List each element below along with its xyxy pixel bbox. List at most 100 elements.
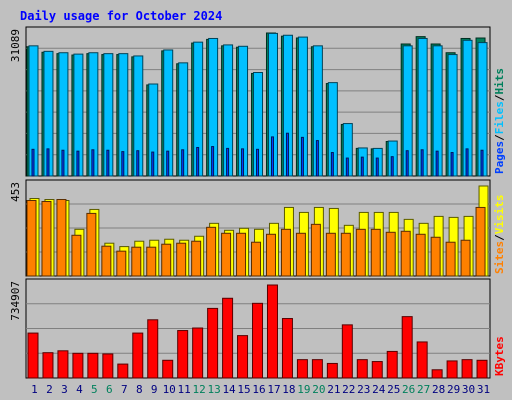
day-label-2: 2 <box>46 383 53 396</box>
legend-separator: / <box>493 234 506 241</box>
bar-pages-day-1 <box>31 148 35 177</box>
bar-pages-day-19 <box>300 136 304 177</box>
bar-sites-day-16 <box>251 241 262 277</box>
bar-pages-day-16 <box>256 148 260 177</box>
bar-pages-day-3 <box>61 149 65 177</box>
bar-kbytes-day-2 <box>42 352 54 379</box>
bar-kbytes-day-27 <box>416 341 428 379</box>
bar-sites-day-28 <box>430 236 441 277</box>
bar-sites-day-10 <box>161 243 172 277</box>
day-label-3: 3 <box>61 383 68 396</box>
y-max-label: 31089 <box>9 29 22 62</box>
day-label-22: 22 <box>342 383 355 396</box>
bar-sites-day-8 <box>131 246 142 277</box>
day-label-29: 29 <box>447 383 460 396</box>
bar-kbytes-day-31 <box>476 359 488 379</box>
day-label-14: 14 <box>222 383 236 396</box>
bar-kbytes-day-16 <box>252 302 264 379</box>
bar-kbytes-day-3 <box>57 350 69 379</box>
bar-kbytes-day-18 <box>281 318 293 379</box>
day-label-4: 4 <box>76 383 83 396</box>
bar-sites-day-9 <box>146 246 157 277</box>
bar-sites-day-20 <box>310 223 321 277</box>
bar-sites-day-22 <box>340 232 351 277</box>
bar-pages-day-28 <box>435 150 439 177</box>
bar-kbytes-day-13 <box>207 307 219 379</box>
bar-kbytes-day-19 <box>296 359 308 379</box>
bar-kbytes-day-12 <box>192 327 204 379</box>
day-label-12: 12 <box>193 383 206 396</box>
bar-sites-day-2 <box>41 200 52 277</box>
bar-sites-day-14 <box>221 232 232 277</box>
bar-sites-day-15 <box>236 232 247 277</box>
legend-visits: Visits <box>493 195 506 235</box>
bar-sites-day-19 <box>295 232 306 277</box>
bar-sites-day-5 <box>86 212 97 277</box>
legend: Sites/Visits <box>493 195 506 275</box>
day-label-9: 9 <box>151 383 158 396</box>
panel-kbytes: 734907 KBytes <box>9 278 506 379</box>
bar-pages-day-4 <box>76 150 80 177</box>
bar-pages-day-9 <box>151 151 155 177</box>
legend-kbytes: KBytes <box>493 336 506 376</box>
day-label-11: 11 <box>178 383 191 396</box>
bar-sites-day-23 <box>355 228 366 277</box>
bar-sites-day-17 <box>265 233 276 277</box>
bar-kbytes-day-20 <box>311 359 323 379</box>
bar-kbytes-day-26 <box>401 316 413 379</box>
bar-sites-day-27 <box>415 233 426 277</box>
day-label-5: 5 <box>91 383 98 396</box>
day-label-30: 30 <box>462 383 475 396</box>
day-axis-labels: 1 2 3 4 5 6 7 8 9 10 11 12 13 14 15 16 17 18 19 20 21 22 23 24 2… <box>31 383 490 396</box>
y-max-label: 453 <box>9 182 22 202</box>
day-label-6: 6 <box>106 383 113 396</box>
bar-sites-day-21 <box>325 232 336 277</box>
legend: Pages/Files/Hits <box>493 68 506 174</box>
day-label-27: 27 <box>417 383 430 396</box>
bar-kbytes-day-25 <box>386 350 398 379</box>
bar-sites-day-26 <box>400 230 411 277</box>
bar-sites-day-18 <box>280 228 291 277</box>
bar-kbytes-day-11 <box>177 330 189 379</box>
day-label-24: 24 <box>372 383 386 396</box>
bar-kbytes-day-23 <box>356 359 368 379</box>
bar-pages-day-13 <box>211 146 215 177</box>
bar-kbytes-day-10 <box>162 359 174 379</box>
bar-sites-day-29 <box>445 241 456 277</box>
bar-pages-day-24 <box>375 157 379 177</box>
day-label-7: 7 <box>121 383 128 396</box>
bar-sites-day-4 <box>71 234 82 277</box>
bar-pages-day-10 <box>166 150 170 177</box>
bar-kbytes-day-29 <box>446 360 458 379</box>
day-label-16: 16 <box>252 383 265 396</box>
bar-pages-day-2 <box>46 148 50 177</box>
bar-pages-day-17 <box>270 136 274 177</box>
bar-pages-day-25 <box>390 156 394 177</box>
panel-hits-files-pages: 31089 Pages/Files/Hits <box>9 26 506 177</box>
bar-sites-day-3 <box>56 199 67 277</box>
bar-pages-day-31 <box>480 149 484 177</box>
day-label-18: 18 <box>282 383 295 396</box>
chart-title: Daily usage for October 2024 <box>20 9 222 23</box>
bar-kbytes-day-1 <box>27 332 39 379</box>
bar-sites-day-31 <box>475 206 486 277</box>
legend-separator: / <box>493 134 506 141</box>
chart-panels: 31089 Pages/Files/Hits 453 Sites/Visits 7349… <box>9 26 506 379</box>
bar-pages-day-7 <box>121 151 125 177</box>
day-label-20: 20 <box>312 383 325 396</box>
day-label-19: 19 <box>297 383 310 396</box>
day-label-10: 10 <box>163 383 176 396</box>
bar-sites-day-12 <box>191 240 202 277</box>
bar-kbytes-day-8 <box>132 332 144 379</box>
day-label-31: 31 <box>477 383 490 396</box>
bar-kbytes-day-21 <box>326 362 338 379</box>
bar-kbytes-day-30 <box>461 359 473 379</box>
bar-sites-day-1 <box>26 200 37 277</box>
bar-pages-day-5 <box>91 149 95 177</box>
bar-kbytes-day-5 <box>87 352 99 379</box>
bar-sites-day-13 <box>206 226 217 277</box>
bar-kbytes-day-6 <box>102 353 114 379</box>
bar-pages-day-30 <box>465 148 469 177</box>
bar-pages-day-23 <box>360 156 364 177</box>
